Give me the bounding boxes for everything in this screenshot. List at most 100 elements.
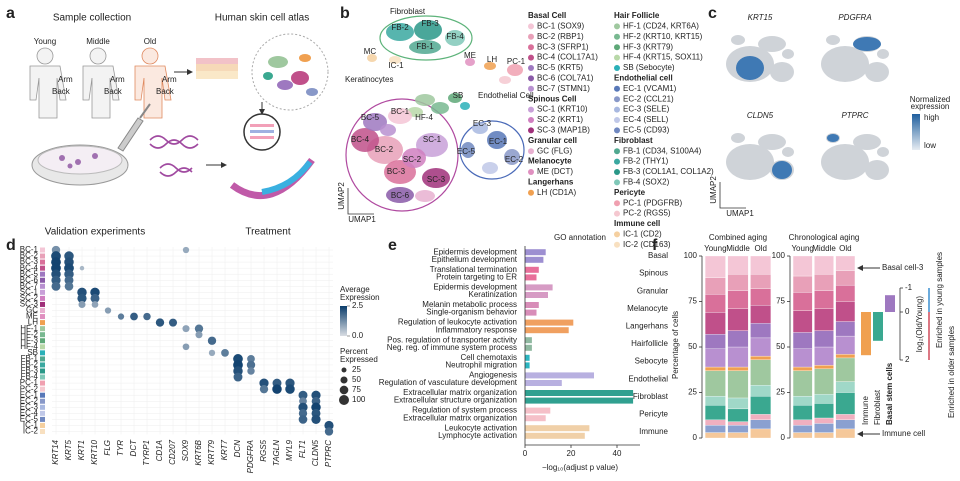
umap-cluster [460,102,470,110]
bar-segment [727,432,749,439]
row-swatch [40,295,45,301]
umap-cluster [389,56,401,64]
legend-item: IC-2 (CD163) [623,240,671,249]
y-tick-label: IC-1 [23,421,39,430]
umap-label: EC-3 [473,119,492,128]
x-tick-label: KRT79 [207,439,216,464]
y-tick-label: BC-3 [20,257,39,266]
umap-cells [726,144,774,180]
x-tick-label: FLT1 [298,440,307,458]
legend-group: Granular cell [528,136,577,145]
row-swatch [40,368,45,374]
legend-item: EC-2 (CCL21) [623,94,674,103]
row-swatch [40,326,45,332]
bar-segment [835,255,856,271]
heading: Human skin cell atlas [215,13,309,24]
legend-item: BC-3 (SFRP1) [537,42,589,51]
bar-segment [727,397,749,410]
umap-cells [877,147,889,157]
y-tick-label: SC-1 [20,287,39,296]
legend-swatch [614,96,620,103]
group-label: Pericyte [639,410,668,419]
dot [324,420,334,431]
chart-title: GO annotation [554,233,606,242]
term-label: Inflammatory response [436,325,518,334]
dot [311,390,321,400]
term-label: Neg. reg. of immune system process [387,343,517,352]
x-tick-label: MYL9 [285,439,294,460]
dot [233,372,243,382]
legend-swatch [614,117,620,123]
umap-cluster [445,30,465,46]
legend-swatch [614,231,620,238]
axis-title: log₂(Old/Young) [915,296,924,353]
colorbar-title: Normalized [910,95,950,104]
legend-group: Fibroblast [614,136,653,145]
bar-segment [727,290,749,309]
umap-label: BC-1 [391,107,410,116]
axis-label: UMAP2 [337,182,346,210]
bar-segment [792,366,813,371]
row-swatch [40,301,45,307]
bar-segment [792,275,813,293]
term-label: Extracellular structure organization [394,396,517,405]
x-tick-label: PTPRC [324,440,333,467]
legend-item: GC (FLG) [537,146,572,155]
colorbar-label: 0.0 [352,331,364,340]
term-label: Protein targeting to ER [436,273,517,282]
term-label: Cell chemotaxis [461,353,517,362]
row-swatch [40,398,45,404]
age-label: Young [34,37,56,46]
row-swatch [40,332,45,338]
term-label: Extracellular matrix organization [403,388,517,397]
y-tick-label: SC-2 [20,294,39,303]
y-tick-label: PC-2 [20,384,39,393]
bar-segment [704,255,726,278]
gene-title: CLDN5 [747,111,774,120]
bar-segment [750,419,772,430]
legend-swatch [528,148,534,155]
dot [207,336,217,345]
term-label: Pos. regulation of transporter activity [387,335,517,344]
dot [259,384,269,394]
bar-segment [792,332,813,349]
umap-cells [731,133,745,143]
gene-title: PDGFRA [838,13,871,22]
axis-title: Percentage of cells [671,311,680,379]
y-tick-label: BC-4 [20,263,39,272]
bar-segment [792,292,813,311]
panel-label: d [6,237,16,254]
term-label: Epidermis development [433,283,517,292]
legend-item: BC-7 (STMN1) [537,84,590,93]
dot [91,301,99,308]
umap-cluster [472,122,488,134]
umap-label: SC-1 [423,135,442,144]
umap-cells [853,134,881,150]
bar-segment [727,408,749,422]
dot [143,312,151,321]
dot [195,331,203,339]
term-label: Single-organism behavior [426,308,517,317]
legend-group: Spinous Cell [528,94,576,103]
legend-item: FB-4 (SOX2) [623,178,670,187]
age-label: Old [144,37,156,46]
umap-cluster [499,76,511,84]
colorbar-label: 2.5 [352,301,364,310]
caption: Treatment [245,227,290,238]
umap-cells [821,46,869,82]
bar-segment [727,308,749,331]
bar-segment [814,394,834,404]
x-tick-label: FLG [103,440,112,456]
umap-label: BC-5 [361,113,380,122]
umap-cluster [422,168,450,188]
legend-swatch [528,85,534,92]
panel-label: b [340,5,350,22]
colorbar-label: high [924,113,939,122]
axis-title: −log₁₀(adjust p value) [542,463,618,472]
legend-item: ME (DCT) [537,167,573,176]
legend-swatch [528,44,534,51]
umap-label: PC-1 [507,57,526,66]
dot [285,384,295,394]
size-label: 75 [352,385,361,394]
